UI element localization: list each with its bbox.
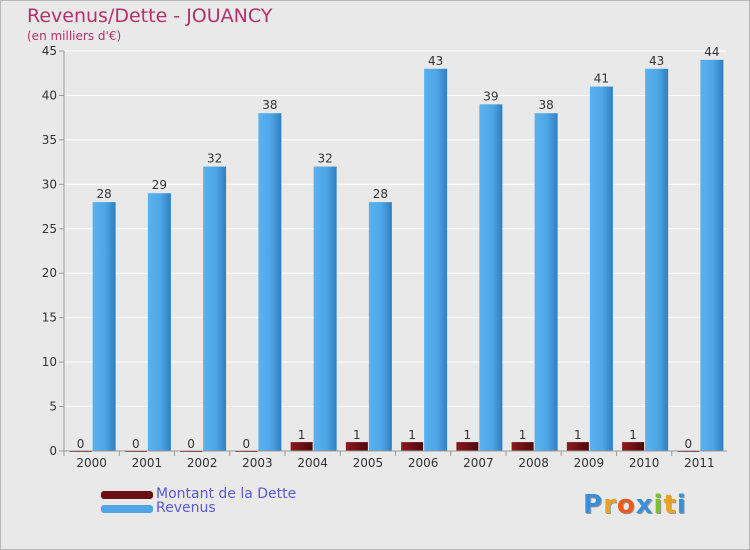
y-tick-label: 10	[42, 355, 57, 369]
logo-letter: P	[583, 490, 604, 520]
logo-letter: t	[663, 490, 677, 520]
bar-revenus	[700, 59, 724, 452]
x-tick-label: 2001	[132, 456, 163, 470]
data-label-revenus: 38	[538, 98, 553, 112]
x-tick-label: 2011	[684, 456, 715, 470]
bar-revenus	[313, 166, 337, 452]
data-label-dette: 0	[132, 437, 140, 451]
bar-revenus	[92, 202, 116, 451]
logo-letter: r	[603, 490, 617, 520]
x-tick-label: 2008	[518, 456, 549, 470]
data-label-revenus: 39	[483, 89, 498, 103]
legend-swatch-revenus	[101, 505, 153, 513]
logo-letter: i	[676, 490, 687, 520]
x-tick-label: 2007	[463, 456, 494, 470]
data-label-dette: 1	[464, 428, 472, 442]
logo-letter: x	[635, 490, 654, 520]
data-label-dette: 1	[574, 428, 582, 442]
bar-dette	[566, 442, 589, 451]
bar-dette	[456, 442, 479, 451]
y-tick-label: 35	[42, 133, 57, 147]
data-label-dette: 1	[519, 428, 527, 442]
data-label-revenus: 32	[207, 152, 222, 166]
data-label-dette: 1	[629, 428, 637, 442]
data-label-revenus: 41	[594, 72, 609, 86]
data-label-revenus: 28	[373, 187, 388, 201]
proxiti-logo: Proxiti	[583, 490, 687, 520]
bar-dette	[290, 442, 313, 451]
logo-letter: o	[616, 490, 636, 520]
bar-dette	[345, 442, 368, 451]
data-label-revenus: 44	[704, 45, 719, 59]
data-label-revenus: 43	[649, 54, 664, 68]
bar-revenus	[424, 68, 448, 452]
x-tick-label: 2005	[353, 456, 384, 470]
y-tick-label: 25	[42, 222, 57, 236]
x-tick-label: 2000	[76, 456, 107, 470]
logo-letter: i	[653, 490, 664, 520]
bar-revenus	[645, 68, 669, 452]
legend-swatch-dette	[101, 491, 153, 499]
bar-dette	[401, 442, 424, 451]
x-tick-label: 2003	[242, 456, 273, 470]
y-tick-label: 30	[42, 177, 57, 191]
bar-revenus	[368, 202, 392, 451]
data-label-revenus: 28	[96, 187, 111, 201]
legend-label-revenus: Revenus	[156, 500, 216, 516]
y-tick-label: 15	[42, 311, 57, 325]
y-tick-label: 5	[49, 400, 57, 414]
x-tick-label: 2009	[574, 456, 605, 470]
bar-dette	[622, 442, 645, 451]
data-label-revenus: 38	[262, 98, 277, 112]
data-label-dette: 1	[353, 428, 361, 442]
y-tick-label: 0	[49, 444, 57, 458]
data-label-revenus: 32	[317, 152, 332, 166]
x-tick-label: 2006	[408, 456, 439, 470]
plot-area	[64, 51, 727, 451]
y-tick-label: 45	[42, 44, 57, 58]
y-tick-label: 40	[42, 88, 57, 102]
bar-revenus	[589, 86, 613, 452]
data-label-dette: 1	[298, 428, 306, 442]
bar-revenus	[258, 113, 282, 451]
bar-revenus	[147, 193, 171, 451]
data-label-dette: 0	[685, 437, 693, 451]
data-label-dette: 0	[77, 437, 85, 451]
legend-label-dette: Montant de la Dette	[156, 486, 297, 502]
bar-dette	[511, 442, 534, 451]
x-tick-label: 2010	[629, 456, 660, 470]
data-label-dette: 0	[187, 437, 195, 451]
x-tick-label: 2004	[297, 456, 328, 470]
bar-revenus	[479, 104, 503, 451]
data-label-revenus: 43	[428, 54, 443, 68]
bar-revenus	[203, 166, 227, 452]
data-label-dette: 1	[408, 428, 416, 442]
y-tick-label: 20	[42, 266, 57, 280]
chart-title: Revenus/Dette - JOUANCY	[27, 5, 273, 27]
data-label-dette: 0	[243, 437, 251, 451]
data-label-revenus: 29	[152, 178, 167, 192]
x-tick-label: 2002	[187, 456, 218, 470]
bar-revenus	[534, 113, 558, 451]
chart-subtitle: (en milliers d'€)	[27, 29, 122, 43]
